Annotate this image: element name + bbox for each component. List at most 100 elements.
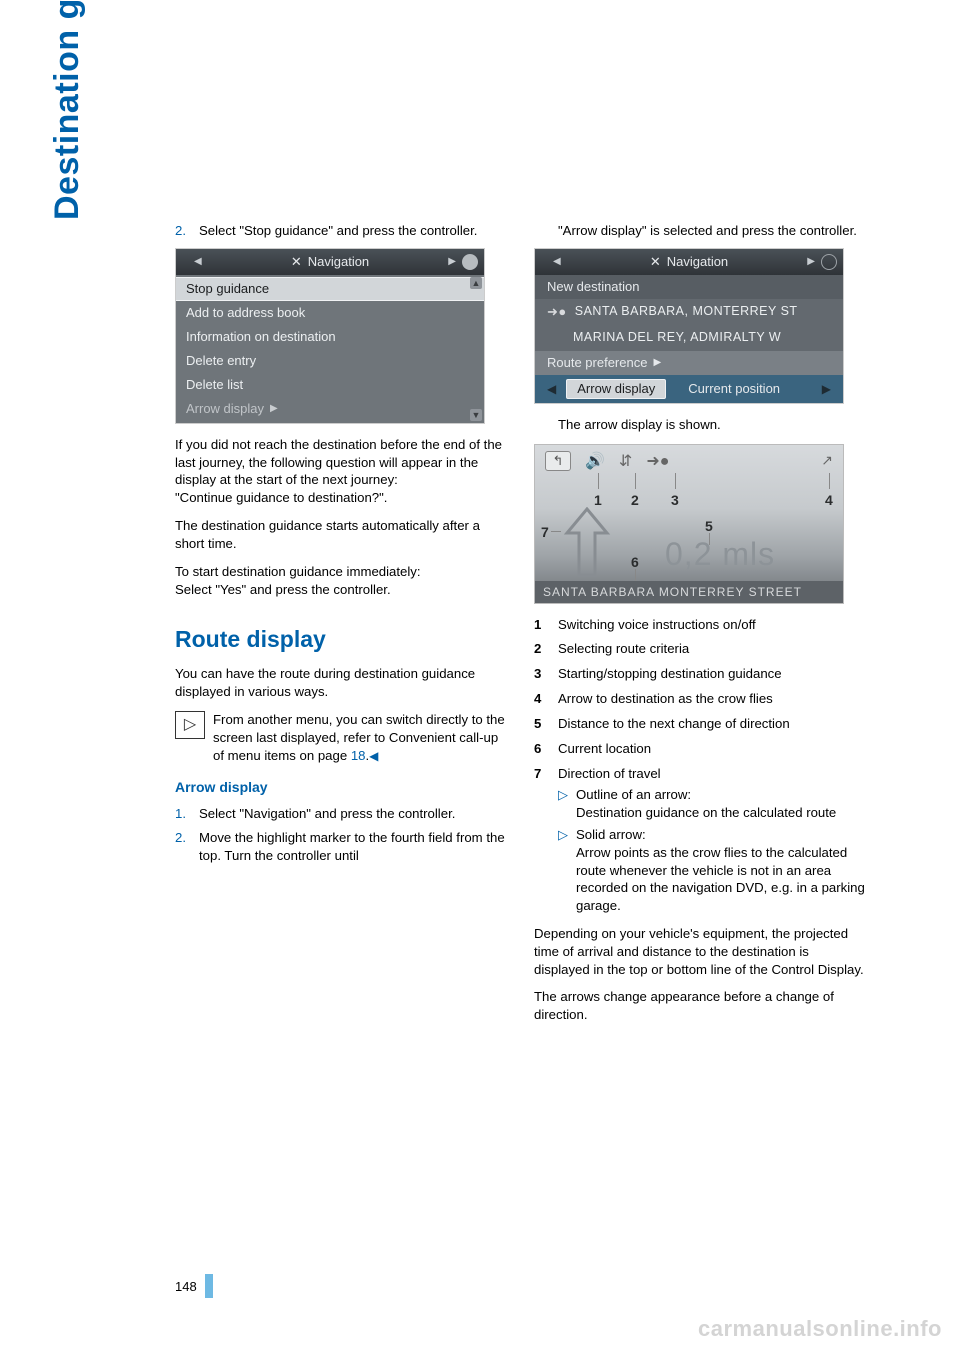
callout-3: 3 bbox=[671, 491, 679, 510]
screenshot-body: New destination ➜● SANTA BARBARA, MONTER… bbox=[535, 275, 843, 403]
paragraph: You can have the route during destinatio… bbox=[175, 665, 506, 701]
ordered-list-1: 2. Select "Stop guidance" and press the … bbox=[175, 222, 506, 240]
legend-row: 3 Starting/stopping destination guidance bbox=[534, 665, 865, 683]
paragraph: The destination guidance starts automati… bbox=[175, 517, 506, 553]
legend-key: 2 bbox=[534, 640, 558, 658]
menu-row-sub: Arrow display ▶ bbox=[176, 397, 484, 421]
x-icon: ✕ bbox=[291, 253, 302, 271]
legend: 1 Switching voice instructions on/off 2 … bbox=[534, 616, 865, 915]
scrollbar: ▲ ▼ bbox=[470, 277, 482, 421]
menu-row-highlighted: Stop guidance bbox=[176, 277, 484, 301]
legend-row: 2 Selecting route criteria bbox=[534, 640, 865, 658]
bullet-icon: ▷ bbox=[558, 826, 576, 915]
legend-value: Distance to the next change of direction bbox=[558, 715, 865, 733]
text: Solid arrow: bbox=[576, 827, 646, 842]
callout-7: 7 bbox=[541, 523, 549, 542]
list-text: Select "Navigation" and press the contro… bbox=[199, 805, 506, 823]
destination-row: MARINA DEL REY, ADMIRALTY W bbox=[535, 325, 843, 351]
street-name: SANTA BARBARA MONTERREY STREET bbox=[535, 581, 843, 603]
list-number: 2. bbox=[175, 222, 199, 240]
legend-row: 5 Distance to the next change of directi… bbox=[534, 715, 865, 733]
screenshot-header-label: Navigation bbox=[308, 253, 369, 271]
tick-mark bbox=[598, 473, 599, 489]
destination-row: ➜● SANTA BARBARA, MONTERREY ST bbox=[535, 299, 843, 325]
menu-row: Information on destination bbox=[176, 325, 484, 349]
list-number: 1. bbox=[175, 805, 199, 823]
list-item: 1. Select "Navigation" and press the con… bbox=[175, 805, 506, 823]
text: Select "Yes" and press the controller. bbox=[175, 582, 391, 597]
legend-value: Switching voice instructions on/off bbox=[558, 616, 865, 634]
back-icon: ↰ bbox=[545, 451, 571, 471]
legend-row: 4 Arrow to destination as the crow flies bbox=[534, 690, 865, 708]
guidance-icon: ➜● bbox=[646, 451, 669, 473]
screenshot-nav-tabs: ◀ ✕ Navigation ▶ New destination ➜● SANT… bbox=[534, 248, 844, 404]
note-paragraph: ▷ From another menu, you can switch dire… bbox=[175, 711, 506, 764]
page-link[interactable]: 18 bbox=[351, 748, 366, 763]
chevron-right-icon: ▶ bbox=[818, 381, 835, 397]
chevron-right-icon: ▶ bbox=[653, 356, 661, 370]
tab-current-position: Current position bbox=[678, 379, 790, 399]
paragraph: To start destination guidance immediatel… bbox=[175, 563, 506, 599]
screenshot-nav-menu: ◀ ✕ Navigation ▶ Stop guidance Add to ad… bbox=[175, 248, 485, 424]
tick-mark bbox=[635, 473, 636, 489]
legend-sub-text: Outline of an arrow: Destination guidanc… bbox=[576, 786, 836, 822]
legend-row: 7 Direction of travel bbox=[534, 765, 865, 783]
ordered-list-2: 1. Select "Navigation" and press the con… bbox=[175, 805, 506, 864]
screenshot-body: Stop guidance Add to address book Inform… bbox=[176, 275, 484, 423]
legend-value: Arrow to destination as the crow flies bbox=[558, 690, 865, 708]
heading-arrow-display: Arrow display bbox=[175, 778, 506, 797]
legend-row: 1 Switching voice instructions on/off bbox=[534, 616, 865, 634]
list-number: 2. bbox=[175, 829, 199, 865]
legend-value: Direction of travel bbox=[558, 765, 865, 783]
note-text: From another menu, you can switch direct… bbox=[213, 711, 506, 764]
side-tab-title: Destination guidance bbox=[48, 0, 87, 220]
tick-mark bbox=[675, 473, 676, 489]
chevron-right-icon: ▶ bbox=[448, 255, 456, 269]
route-preference-row: Route preference ▶ bbox=[535, 351, 843, 375]
menu-row: Delete list bbox=[176, 373, 484, 397]
legend-value: Current location bbox=[558, 740, 865, 758]
watermark: carmanualsonline.info bbox=[698, 1316, 942, 1342]
text: To start destination guidance immediatel… bbox=[175, 564, 421, 579]
page-number: 148 bbox=[175, 1274, 213, 1298]
destination-arrow-icon: ↗ bbox=[821, 451, 833, 470]
content-columns: 2. Select "Stop guidance" and press the … bbox=[175, 222, 865, 1034]
distance-value: 0,2 mls bbox=[665, 533, 775, 576]
legend-value: Starting/stopping destination guidance bbox=[558, 665, 865, 683]
paragraph: If you did not reach the destination bef… bbox=[175, 436, 506, 507]
bullet-icon: ▷ bbox=[558, 786, 576, 822]
route-preference-label: Route preference bbox=[547, 354, 647, 372]
legend-row: 6 Current location bbox=[534, 740, 865, 758]
legend-sub-text: Solid arrow: Arrow points as the crow fl… bbox=[576, 826, 865, 915]
end-mark-icon: ◀ bbox=[369, 749, 378, 763]
voice-icon: 🔊 bbox=[585, 451, 605, 473]
screenshot-arrow-display: ↰ 🔊 ⇵ ➜● ↗ 1 2 3 4 5 6 7 bbox=[534, 444, 844, 604]
screenshot-rows: Stop guidance Add to address book Inform… bbox=[176, 275, 484, 423]
callout-2: 2 bbox=[631, 491, 639, 510]
legend-key: 6 bbox=[534, 740, 558, 758]
destination-text: SANTA BARBARA, MONTERREY ST bbox=[575, 303, 798, 320]
legend-key: 7 bbox=[534, 765, 558, 783]
legend-key: 1 bbox=[534, 616, 558, 634]
controller-icon bbox=[821, 254, 837, 270]
scroll-up-icon: ▲ bbox=[470, 277, 482, 289]
text: Arrow points as the crow flies to the ca… bbox=[576, 845, 865, 913]
chevron-left-icon: ◀ bbox=[543, 381, 560, 397]
chevron-right-icon: ▶ bbox=[270, 402, 278, 416]
menu-row: Add to address book bbox=[176, 301, 484, 325]
sub-header: New destination bbox=[535, 275, 843, 299]
text: Outline of an arrow: bbox=[576, 787, 691, 802]
legend-key: 3 bbox=[534, 665, 558, 683]
list-item: 2. Select "Stop guidance" and press the … bbox=[175, 222, 506, 240]
list-item: 2. Move the highlight marker to the four… bbox=[175, 829, 506, 865]
legend-key: 5 bbox=[534, 715, 558, 733]
text: Destination guidance on the calculated r… bbox=[576, 805, 836, 820]
screenshot-header-label: Navigation bbox=[667, 253, 728, 271]
text: "Continue guidance to destination?". bbox=[175, 490, 387, 505]
legend-key: 4 bbox=[534, 690, 558, 708]
tab-arrow-display: Arrow display bbox=[566, 379, 666, 399]
tick-mark bbox=[635, 569, 636, 581]
direction-arrow-icon bbox=[561, 507, 613, 577]
page-number-value: 148 bbox=[175, 1279, 197, 1294]
heading-route-display: Route display bbox=[175, 624, 506, 655]
